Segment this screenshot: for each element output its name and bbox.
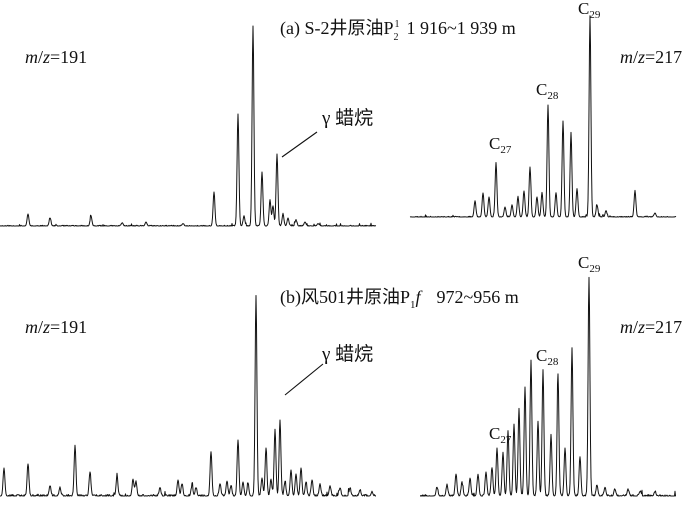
peak-label-c29-a: C29 bbox=[578, 0, 601, 21]
trace-b-mz217 bbox=[420, 276, 676, 497]
peak-label-c28-b: C28 bbox=[536, 346, 559, 368]
peak-label-gammacerane-b: γ 蜡烷 bbox=[284, 343, 373, 396]
svg-text:C29: C29 bbox=[578, 0, 601, 21]
peak-label-c27-b: C27 bbox=[489, 424, 512, 446]
svg-text:C27: C27 bbox=[489, 424, 512, 446]
panel-b-mz217-label: m/z=217 bbox=[620, 317, 682, 337]
peak-label-gammacerane-a: γ 蜡烷 bbox=[281, 107, 373, 158]
panel-a-mz217-label: m/z=217 bbox=[620, 47, 682, 67]
svg-text:C27: C27 bbox=[489, 134, 512, 156]
panel-a-mz191-label: m/z=191 bbox=[25, 47, 87, 67]
svg-text:C29: C29 bbox=[578, 253, 601, 275]
panel-b-mz191-label: m/z=191 bbox=[25, 317, 87, 337]
peak-label-c29-b: C29 bbox=[578, 253, 601, 275]
peak-label-c27-a: C27 bbox=[489, 134, 512, 156]
trace-b-mz191 bbox=[0, 295, 376, 497]
peak-label-c28-a: C28 bbox=[536, 80, 559, 102]
gammacerane-label-a: γ 蜡烷 bbox=[321, 107, 373, 129]
trace-a-mz217 bbox=[409, 15, 677, 218]
panel-a-title: (a) S-2井原油P1 2 1 916~1 939 m bbox=[280, 18, 516, 43]
trace-a-mz191 bbox=[0, 25, 377, 227]
gammacerane-label-b: γ 蜡烷 bbox=[321, 343, 373, 365]
svg-text:C28: C28 bbox=[536, 346, 559, 368]
svg-text:C28: C28 bbox=[536, 80, 559, 102]
panel-b-title: (b)风501井原油P1f 972~956 m bbox=[280, 287, 519, 311]
